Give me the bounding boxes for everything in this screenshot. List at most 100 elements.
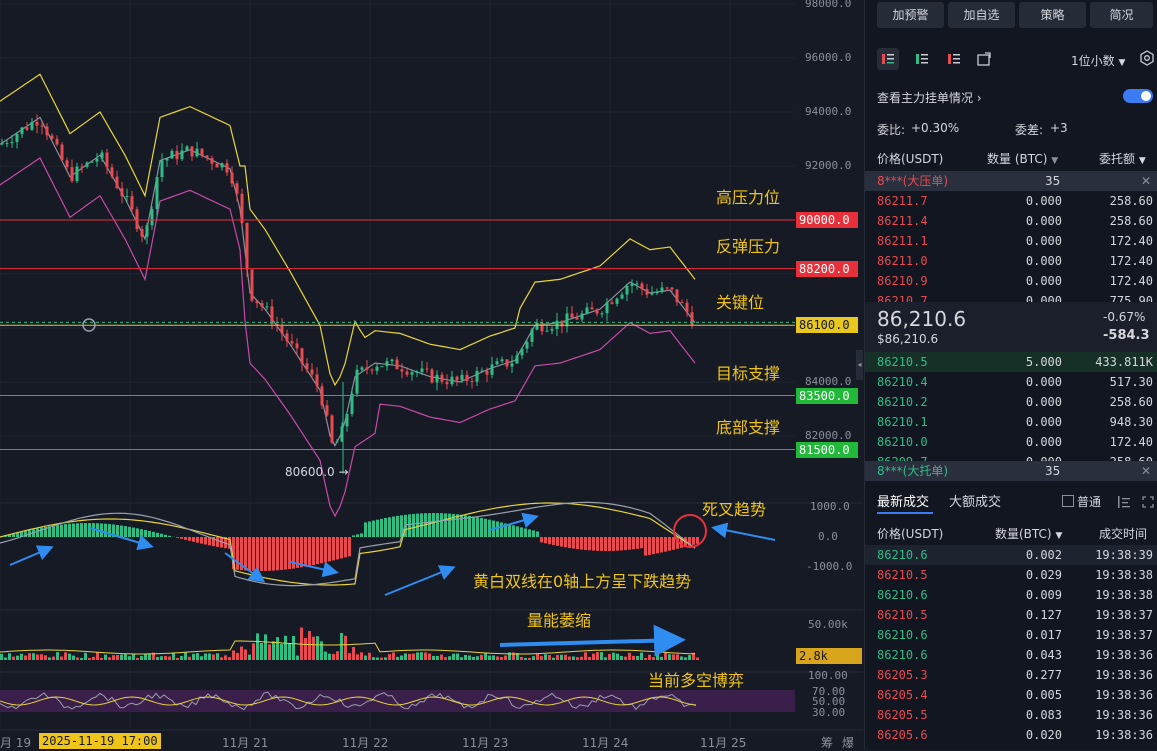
ask-qty: 0.000 bbox=[975, 191, 1062, 211]
tab-large-trades[interactable]: 大额成交 bbox=[949, 491, 1001, 510]
volume-bar bbox=[212, 654, 215, 660]
volume-bar bbox=[272, 641, 275, 660]
candle-body bbox=[221, 163, 224, 167]
volume-bar bbox=[484, 653, 487, 660]
overview-button[interactable]: 简况 bbox=[1090, 2, 1153, 28]
view-main-orders-link[interactable]: 查看主力挂单情况 › bbox=[877, 89, 982, 106]
macd-bar bbox=[580, 537, 583, 550]
settings-icon[interactable] bbox=[1139, 50, 1155, 66]
macd-bar bbox=[160, 534, 163, 537]
trade-qty: 0.017 bbox=[975, 625, 1062, 645]
main-orders-toggle[interactable] bbox=[1123, 89, 1153, 103]
candle-body bbox=[461, 375, 464, 380]
candle-body bbox=[396, 360, 399, 370]
volume-bar bbox=[680, 656, 683, 660]
bid-amount: 517.30 bbox=[1065, 372, 1153, 392]
macd-bar bbox=[320, 537, 323, 563]
orderbook-col-qty[interactable]: 数量 (BTC) ▼ bbox=[987, 150, 1058, 167]
macd-bar bbox=[640, 537, 643, 548]
volume-bar bbox=[68, 654, 71, 660]
chip-label[interactable]: 筹 bbox=[821, 734, 833, 751]
volume-bar bbox=[228, 657, 231, 660]
big-ask-row[interactable]: 8***(大压单) 35 ✕ bbox=[865, 171, 1157, 191]
volume-bar bbox=[216, 653, 219, 660]
popout-icon[interactable] bbox=[973, 48, 995, 70]
volume-bar bbox=[160, 656, 163, 660]
view-both-icon[interactable] bbox=[877, 48, 899, 70]
volume-bar bbox=[584, 652, 587, 660]
precision-select[interactable]: 1位小数 ▼ bbox=[1071, 52, 1125, 69]
volume-bar bbox=[28, 653, 31, 660]
close-icon[interactable]: ✕ bbox=[1141, 171, 1151, 191]
volume-bar bbox=[32, 653, 35, 660]
filter-icon[interactable] bbox=[1117, 494, 1131, 508]
volume-bar bbox=[396, 657, 399, 660]
volume-bar bbox=[328, 654, 331, 660]
close-icon[interactable]: ✕ bbox=[1141, 461, 1151, 481]
liquidation-label[interactable]: 爆 bbox=[842, 734, 854, 751]
macd-bar bbox=[84, 523, 87, 537]
macd-bar bbox=[64, 524, 67, 537]
orderbook-col-amount-label: 委托额 bbox=[1099, 152, 1135, 166]
volume-bar bbox=[532, 656, 535, 660]
volume-bar bbox=[388, 654, 391, 660]
bid-qty: 0.000 bbox=[975, 372, 1062, 392]
crosshair-time: 2025-11-19 17:00 bbox=[39, 733, 161, 749]
collapse-panel-handle[interactable]: ◂ bbox=[856, 350, 863, 380]
add-watchlist-button[interactable]: 加自选 bbox=[948, 2, 1015, 28]
candle-body bbox=[46, 126, 49, 135]
candle-body bbox=[121, 188, 124, 196]
big-bid-row[interactable]: 8***(大托单) 35 ✕ bbox=[865, 461, 1157, 481]
trend-arrow bbox=[500, 640, 678, 645]
volume-bar bbox=[548, 655, 551, 660]
volume-bar bbox=[104, 655, 107, 660]
tab-latest-trades[interactable]: 最新成交 bbox=[877, 491, 929, 510]
volume-bar bbox=[472, 657, 475, 660]
last-price-usd: $86,210.6 bbox=[877, 332, 938, 346]
volume-bar bbox=[108, 657, 111, 660]
normal-checkbox[interactable] bbox=[1062, 495, 1074, 507]
price-axis-label: 98000.0 bbox=[805, 0, 851, 10]
volume-bar bbox=[280, 644, 283, 660]
strategy-button[interactable]: 策略 bbox=[1019, 2, 1086, 28]
orderbook-col-amount[interactable]: 委托额 ▼ bbox=[1099, 150, 1146, 167]
trades-col-qty[interactable]: 数量(BTC) ▼ bbox=[995, 525, 1062, 542]
view-asks-icon[interactable] bbox=[943, 48, 965, 70]
add-alert-button[interactable]: 加预警 bbox=[877, 2, 944, 28]
macd-bar bbox=[584, 537, 587, 550]
volume-bar bbox=[92, 657, 95, 660]
macd-bar bbox=[148, 531, 151, 537]
orderbook-col-qty-label: 数量 (BTC) bbox=[987, 152, 1047, 166]
volume-bar bbox=[492, 655, 495, 660]
level-label: 反弹压力 bbox=[716, 233, 780, 257]
rsi-axis-30: 30.00 bbox=[812, 706, 845, 719]
expand-icon[interactable] bbox=[1141, 494, 1155, 508]
candle-body bbox=[386, 361, 389, 366]
ask-price: 86211.4 bbox=[877, 211, 928, 231]
view-bids-icon[interactable] bbox=[911, 48, 933, 70]
price-axis-label: 82000.0 bbox=[805, 429, 851, 442]
candle-body bbox=[541, 323, 544, 331]
macd-bar bbox=[496, 521, 499, 537]
